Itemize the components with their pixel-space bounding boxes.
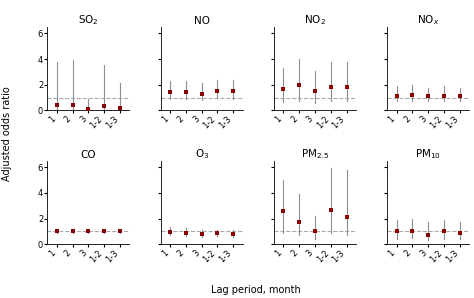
Point [327, 207, 335, 212]
Point [166, 89, 174, 94]
Point [343, 84, 350, 89]
Point [280, 86, 287, 91]
Point [440, 93, 448, 98]
Text: Adjusted odds ratio: Adjusted odds ratio [2, 87, 12, 181]
Point [100, 229, 108, 234]
Point [116, 229, 124, 234]
Title: NO$_2$: NO$_2$ [304, 13, 326, 27]
Point [198, 232, 206, 236]
Point [229, 89, 237, 94]
Title: O$_3$: O$_3$ [194, 147, 209, 161]
Title: CO: CO [81, 150, 96, 160]
Title: SO$_2$: SO$_2$ [78, 13, 99, 27]
Point [327, 84, 335, 89]
Title: PM$_{2.5}$: PM$_{2.5}$ [301, 147, 329, 161]
Point [182, 89, 190, 94]
Point [198, 91, 206, 96]
Point [295, 220, 303, 225]
Point [393, 94, 401, 99]
Point [214, 89, 221, 94]
Title: PM$_{10}$: PM$_{10}$ [415, 147, 441, 161]
Point [53, 229, 61, 234]
Point [424, 232, 432, 237]
Point [456, 230, 464, 235]
Point [100, 104, 108, 108]
Title: NO$_x$: NO$_x$ [417, 13, 439, 27]
Point [166, 230, 174, 235]
Point [295, 82, 303, 87]
Point [53, 103, 61, 108]
Point [229, 232, 237, 236]
Point [409, 93, 416, 97]
Point [409, 229, 416, 233]
Title: NO: NO [194, 16, 210, 26]
Point [116, 105, 124, 110]
Point [85, 229, 92, 234]
Text: Lag period, month: Lag period, month [211, 285, 301, 295]
Point [280, 209, 287, 213]
Point [214, 231, 221, 236]
Point [311, 88, 319, 93]
Point [182, 230, 190, 235]
Point [69, 229, 76, 234]
Point [343, 215, 350, 220]
Point [85, 106, 92, 111]
Point [456, 94, 464, 99]
Point [424, 94, 432, 99]
Point [393, 229, 401, 234]
Point [440, 229, 448, 234]
Point [311, 229, 319, 234]
Point [69, 103, 76, 108]
